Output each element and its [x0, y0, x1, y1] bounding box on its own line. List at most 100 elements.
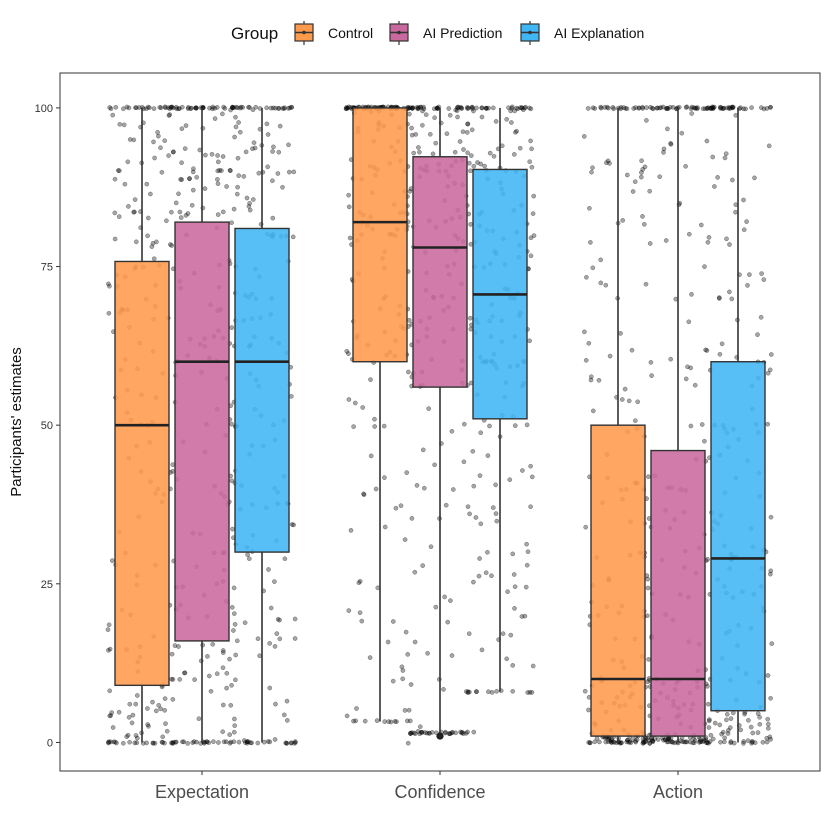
point-control-action [605, 158, 611, 164]
point-ai-prediction-expectation [221, 739, 227, 745]
point-control-action [632, 179, 638, 185]
point-ai-prediction-action [648, 360, 654, 365]
point-ai-prediction-expectation [180, 739, 185, 745]
point-ai-explanation-action [768, 514, 774, 520]
point-control-confidence [398, 503, 404, 509]
point-ai-prediction-expectation [210, 104, 216, 110]
point-ai-explanation-confidence [482, 163, 487, 169]
point-ai-explanation-expectation [272, 737, 278, 742]
legend-label: Control [328, 25, 373, 41]
point-control-expectation [125, 159, 131, 165]
point-ai-prediction-confidence [452, 149, 458, 155]
point-ai-explanation-expectation [232, 622, 238, 627]
point-control-expectation [162, 138, 168, 144]
point-control-expectation [169, 243, 175, 248]
point-ai-explanation-confidence [477, 473, 483, 478]
point-ai-prediction-expectation [170, 697, 176, 702]
point-ai-prediction-expectation [173, 200, 179, 206]
point-ai-prediction-expectation [185, 741, 191, 746]
point-ai-prediction-confidence [471, 108, 476, 114]
point-ai-explanation-action [759, 271, 764, 276]
point-ai-prediction-action [680, 739, 685, 745]
point-ai-explanation-confidence [465, 690, 471, 695]
boxes [114, 107, 766, 743]
point-control-expectation [145, 215, 151, 221]
point-ai-explanation-confidence [519, 105, 525, 110]
point-ai-explanation-expectation [268, 605, 274, 611]
point-ai-prediction-action [697, 737, 703, 742]
point-ai-prediction-expectation [191, 166, 196, 172]
point-ai-explanation-action [765, 673, 771, 678]
point-control-confidence [345, 105, 350, 111]
point-control-expectation [168, 105, 174, 110]
point-ai-explanation-action [720, 106, 726, 111]
point-ai-prediction-expectation [176, 106, 182, 111]
point-ai-explanation-confidence [528, 253, 534, 259]
point-ai-prediction-expectation [220, 154, 226, 159]
point-control-confidence [346, 192, 351, 198]
point-ai-explanation-expectation [246, 104, 251, 110]
point-ai-explanation-expectation [265, 132, 271, 137]
point-control-expectation [106, 740, 111, 746]
point-ai-explanation-action [704, 348, 710, 353]
point-control-expectation [162, 740, 167, 746]
point-ai-prediction-confidence [464, 130, 470, 135]
point-ai-prediction-expectation [169, 651, 175, 657]
point-ai-explanation-expectation [243, 740, 248, 745]
point-ai-explanation-expectation [286, 142, 291, 148]
point-ai-prediction-action [700, 106, 706, 112]
point-ai-prediction-expectation [187, 176, 192, 181]
point-ai-explanation-action [709, 104, 715, 110]
point-ai-explanation-confidence [528, 106, 534, 112]
point-ai-explanation-confidence [528, 235, 534, 241]
point-ai-explanation-action [741, 106, 746, 112]
point-ai-explanation-action [761, 277, 767, 282]
point-ai-prediction-confidence [412, 639, 418, 645]
point-ai-explanation-confidence [487, 423, 492, 429]
point-ai-explanation-confidence [483, 570, 489, 576]
point-ai-explanation-confidence [527, 159, 533, 165]
point-ai-prediction-action [647, 740, 653, 746]
point-ai-explanation-expectation [267, 739, 273, 745]
point-ai-explanation-action [715, 175, 720, 180]
point-ai-explanation-action [764, 739, 770, 745]
point-ai-explanation-confidence [466, 689, 472, 695]
point-ai-explanation-confidence [490, 505, 496, 510]
point-control-action [586, 740, 592, 745]
point-ai-prediction-action [665, 737, 671, 742]
point-ai-prediction-action [686, 319, 692, 325]
point-ai-explanation-confidence [463, 689, 469, 694]
y-tick-label-75: 75 [41, 262, 53, 274]
point-ai-prediction-action [670, 104, 676, 110]
point-ai-explanation-action [730, 177, 735, 183]
point-ai-explanation-action [729, 296, 735, 302]
point-ai-explanation-confidence [474, 105, 479, 111]
point-control-confidence [386, 719, 392, 724]
point-ai-explanation-action [750, 730, 756, 736]
point-control-expectation [117, 121, 123, 127]
point-ai-prediction-expectation [220, 111, 225, 117]
point-control-action [618, 331, 623, 336]
y-tick-label-0: 0 [47, 737, 53, 749]
point-ai-explanation-action [718, 105, 724, 110]
point-ai-prediction-expectation [174, 106, 180, 112]
point-ai-prediction-confidence [414, 105, 420, 110]
legend-item-ai-explanation: AI Explanation [520, 21, 644, 45]
point-ai-explanation-expectation [236, 739, 242, 745]
point-ai-explanation-expectation [237, 105, 243, 111]
point-control-action [608, 737, 614, 743]
point-ai-explanation-action [730, 105, 736, 111]
point-control-expectation [125, 732, 131, 738]
point-ai-prediction-confidence [416, 106, 421, 111]
point-ai-prediction-expectation [223, 739, 229, 745]
point-ai-explanation-action [719, 731, 724, 737]
point-ai-explanation-confidence [520, 468, 525, 473]
point-ai-prediction-expectation [193, 105, 199, 111]
point-ai-prediction-confidence [427, 131, 433, 137]
point-ai-prediction-action [708, 732, 714, 738]
point-ai-explanation-expectation [229, 105, 235, 110]
point-ai-explanation-confidence [528, 504, 533, 510]
box-ai-prediction-confidence [412, 156, 468, 388]
x-axis: Expectation Confidence Action [155, 771, 703, 802]
point-control-expectation [150, 699, 155, 705]
